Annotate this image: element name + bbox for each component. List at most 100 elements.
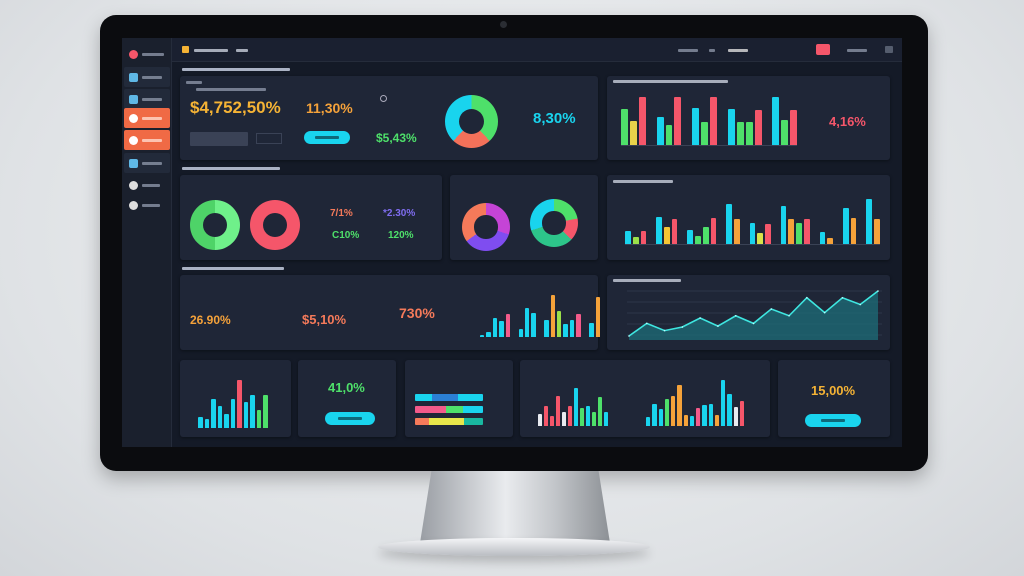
progress-bar bbox=[415, 418, 483, 425]
chart-bar bbox=[689, 415, 694, 426]
chart-bar bbox=[656, 217, 662, 244]
monitor-base bbox=[378, 538, 650, 556]
dashboard-screen: $4,752,50% 11,30% $5,43% 8,30% 4,16% 7/1… bbox=[122, 38, 902, 447]
metric-value: *2.30% bbox=[383, 208, 416, 219]
sidebar-logo[interactable] bbox=[124, 44, 170, 64]
chart-bar bbox=[592, 412, 596, 426]
rate-value: 11,30% bbox=[306, 100, 353, 116]
app-logo-icon bbox=[182, 46, 189, 53]
view-button[interactable] bbox=[325, 412, 375, 425]
chart-bar bbox=[727, 393, 732, 426]
bar-chart bbox=[538, 386, 608, 426]
chart-bar bbox=[574, 388, 578, 426]
bar-chart bbox=[625, 199, 880, 245]
chart-bar bbox=[727, 109, 735, 145]
chart-bar bbox=[733, 219, 740, 244]
chart-bar bbox=[736, 122, 744, 145]
metric-value: 26.90% bbox=[190, 313, 231, 327]
menu-item[interactable] bbox=[236, 49, 248, 52]
nav-link[interactable] bbox=[709, 49, 715, 52]
pie-chart bbox=[462, 203, 510, 251]
chart-bar bbox=[544, 406, 548, 426]
data-point bbox=[770, 308, 773, 310]
notification-button[interactable] bbox=[816, 44, 830, 55]
chart-bar bbox=[781, 119, 789, 145]
sidebar-item-reports[interactable] bbox=[124, 67, 170, 87]
chart-bar bbox=[589, 323, 594, 337]
sidebar bbox=[122, 38, 172, 447]
mini-bar-card bbox=[180, 360, 291, 437]
chart-bar bbox=[714, 414, 719, 426]
info-icon bbox=[380, 95, 387, 102]
chart-bar bbox=[665, 124, 673, 145]
chart-bar bbox=[217, 406, 223, 428]
kpi-card: 15,00% bbox=[778, 360, 890, 437]
donut-chart bbox=[250, 200, 300, 250]
chart-bar bbox=[198, 417, 203, 428]
summary-card: $4,752,50% 11,30% $5,43% 8,30% bbox=[180, 76, 598, 160]
chart-bar bbox=[538, 414, 542, 426]
chart-bar bbox=[586, 406, 590, 426]
progress-bar bbox=[415, 394, 483, 401]
bar-chart bbox=[621, 94, 798, 146]
metric-value: 730% bbox=[399, 305, 435, 321]
data-point bbox=[699, 317, 701, 319]
user-name bbox=[847, 49, 867, 52]
sidebar-item-tasks[interactable] bbox=[124, 130, 170, 150]
chart-bar bbox=[550, 416, 554, 426]
check-icon bbox=[129, 135, 138, 145]
chart-bar bbox=[739, 400, 744, 426]
donut-chart bbox=[445, 95, 498, 148]
chart-bar bbox=[671, 219, 678, 244]
metric-value: 7/1% bbox=[330, 208, 353, 219]
sidebar-item-users[interactable] bbox=[124, 175, 170, 195]
nav-link[interactable] bbox=[678, 49, 698, 52]
user-icon bbox=[129, 180, 138, 190]
data-point bbox=[645, 322, 648, 325]
chart-bar bbox=[803, 219, 810, 244]
record-icon bbox=[129, 49, 138, 59]
chart-bar bbox=[557, 310, 562, 337]
chart-icon bbox=[129, 94, 138, 104]
chart-bar bbox=[674, 96, 682, 145]
chart-bar bbox=[827, 237, 834, 244]
chart-bar bbox=[696, 407, 701, 426]
chart-bar bbox=[687, 229, 694, 244]
chart-bar bbox=[721, 380, 726, 426]
sidebar-item-files[interactable] bbox=[124, 153, 170, 173]
chart-bar bbox=[256, 409, 262, 428]
chart-bar bbox=[576, 313, 581, 337]
donut-card: 7/1% *2.30% C10% 120% bbox=[180, 175, 442, 260]
chart-bar bbox=[598, 397, 602, 426]
progress-bar bbox=[415, 406, 483, 413]
chart-bar bbox=[243, 401, 249, 428]
chart-bar bbox=[658, 408, 663, 426]
chart-bar bbox=[866, 199, 872, 244]
chart-bar bbox=[710, 96, 717, 145]
chart-bar bbox=[663, 226, 670, 244]
chart-bar bbox=[531, 312, 536, 337]
chart-bar bbox=[842, 208, 849, 244]
sidebar-item-alerts[interactable] bbox=[124, 108, 170, 128]
chart-bar bbox=[819, 231, 826, 244]
chart-bar bbox=[772, 96, 780, 145]
chart-bar bbox=[640, 230, 647, 244]
chart-bar bbox=[499, 321, 504, 337]
chart-bar bbox=[757, 232, 764, 244]
details-button[interactable] bbox=[304, 131, 350, 144]
sidebar-item-settings[interactable] bbox=[124, 195, 170, 215]
app-title bbox=[194, 49, 228, 52]
message-icon[interactable] bbox=[885, 46, 893, 53]
progress-segment bbox=[415, 418, 429, 425]
section-title bbox=[182, 68, 290, 71]
filter-button[interactable] bbox=[256, 133, 282, 144]
bar-chart bbox=[198, 380, 269, 428]
sidebar-item-analytics[interactable] bbox=[124, 89, 170, 109]
metric-value: 120% bbox=[388, 230, 414, 241]
chart-bar bbox=[562, 412, 566, 426]
chart-bar bbox=[749, 222, 756, 244]
filter-input[interactable] bbox=[190, 132, 248, 146]
action-button[interactable] bbox=[805, 414, 861, 427]
distribution-card bbox=[450, 175, 598, 260]
nav-link[interactable] bbox=[728, 49, 748, 52]
